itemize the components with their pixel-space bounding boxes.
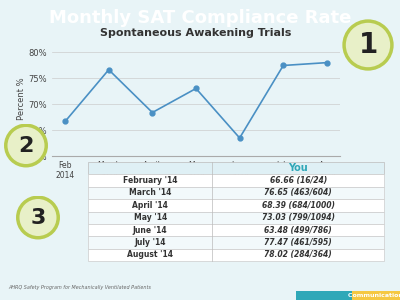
FancyBboxPatch shape	[88, 187, 384, 199]
Text: May '14: May '14	[134, 213, 167, 222]
FancyBboxPatch shape	[88, 199, 384, 212]
Bar	[296, 291, 352, 300]
FancyBboxPatch shape	[88, 249, 384, 261]
FancyBboxPatch shape	[88, 224, 384, 236]
Text: Monthly SAT Compliance Rate: Monthly SAT Compliance Rate	[49, 9, 351, 27]
Text: 3: 3	[30, 208, 46, 227]
Text: Communication  22: Communication 22	[348, 293, 400, 298]
Text: March '14: March '14	[129, 188, 171, 197]
FancyBboxPatch shape	[88, 162, 384, 174]
FancyBboxPatch shape	[88, 236, 384, 249]
Text: 77.47 (461/595): 77.47 (461/595)	[264, 238, 332, 247]
Text: August '14: August '14	[127, 250, 173, 259]
Bar	[352, 291, 400, 300]
Circle shape	[344, 21, 392, 69]
Text: June '14: June '14	[133, 226, 168, 235]
Text: April '14: April '14	[132, 201, 168, 210]
Text: AHRQ Safety Program for Mechanically Ventilated Patients: AHRQ Safety Program for Mechanically Ven…	[8, 285, 151, 290]
Text: February '14: February '14	[123, 176, 178, 185]
Text: 78.02 (284/364): 78.02 (284/364)	[264, 250, 332, 259]
Text: 68.39 (684/1000): 68.39 (684/1000)	[262, 201, 335, 210]
Text: You: You	[288, 163, 308, 173]
Text: 76.65 (463/604): 76.65 (463/604)	[264, 188, 332, 197]
Text: 66.66 (16/24): 66.66 (16/24)	[270, 176, 327, 185]
FancyBboxPatch shape	[88, 212, 384, 224]
Text: 73.03 (799/1094): 73.03 (799/1094)	[262, 213, 335, 222]
Circle shape	[6, 125, 46, 166]
FancyBboxPatch shape	[88, 174, 384, 187]
Y-axis label: Percent %: Percent %	[17, 78, 26, 120]
Text: July '14: July '14	[134, 238, 166, 247]
Text: 1: 1	[358, 31, 378, 59]
Title: Spontaneous Awakening Trials: Spontaneous Awakening Trials	[100, 28, 292, 38]
Text: 2: 2	[18, 136, 34, 155]
Circle shape	[18, 197, 58, 238]
Text: 63.48 (499/786): 63.48 (499/786)	[264, 226, 332, 235]
